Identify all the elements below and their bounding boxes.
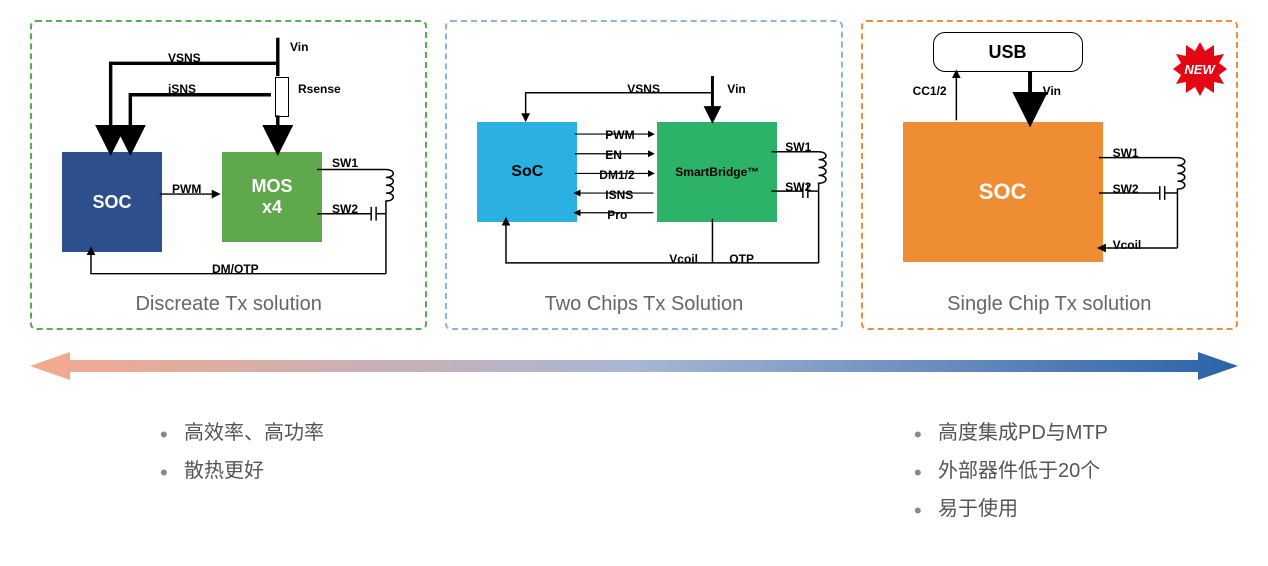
- lbl-sw2: SW2: [332, 202, 358, 216]
- panel-twochip: SoC SmartBridge™ VSNS Vin PWM EN DM1/2 I…: [445, 20, 842, 330]
- block-mos: MOS x4: [222, 152, 322, 242]
- lbl2-pwm: PWM: [605, 128, 634, 142]
- block-rsense: [275, 77, 289, 117]
- lbl2-pro: Pro: [607, 208, 627, 222]
- lbl-vsns: VSNS: [168, 51, 201, 65]
- panel-title-discrete: Discreate Tx solution: [32, 293, 425, 316]
- lbl2-en: EN: [605, 148, 622, 162]
- lbl-vin: Vin: [290, 40, 308, 54]
- new-badge-text: NEW: [1184, 62, 1214, 77]
- bullets-row: 高效率、高功率 散热更好 高度集成PD与MTP 外部器件低于20个 易于使用: [0, 414, 1268, 528]
- block-smartbridge: SmartBridge™: [657, 122, 777, 222]
- panel-discrete: SOC MOS x4 Vin VSNS iSNS Rsense PWM SW1 …: [30, 20, 427, 330]
- bullets-right: 高度集成PD与MTP 外部器件低于20个 易于使用: [914, 414, 1108, 528]
- lbl2-vcoil: Vcoil: [669, 252, 698, 266]
- panels-row: SOC MOS x4 Vin VSNS iSNS Rsense PWM SW1 …: [0, 0, 1268, 340]
- lbl2-isns: ISNS: [605, 188, 633, 202]
- lbl-dmotp: DM/OTP: [212, 262, 259, 276]
- panel-title-twochip: Two Chips Tx Solution: [447, 293, 840, 316]
- lbl3-cc12: CC1/2: [913, 84, 947, 98]
- block-soc: SOC: [62, 152, 162, 252]
- block-usb: USB: [933, 32, 1083, 72]
- lbl2-sw2: SW2: [785, 180, 811, 194]
- lbl2-vsns: VSNS: [627, 82, 660, 96]
- lbl3-vcoil: Vcoil: [1113, 238, 1142, 252]
- bullets-left: 高效率、高功率 散热更好: [160, 414, 324, 528]
- bullet-left-0: 高效率、高功率: [160, 414, 324, 452]
- panel-title-single: Single Chip Tx solution: [863, 293, 1236, 316]
- gradient-arrow: [0, 348, 1268, 384]
- block-soc3: SOC: [903, 122, 1103, 262]
- bullet-right-2: 易于使用: [914, 490, 1108, 528]
- lbl-pwm: PWM: [172, 182, 201, 196]
- lbl2-otp: OTP: [729, 252, 754, 266]
- lbl-sw1: SW1: [332, 156, 358, 170]
- lbl2-vin: Vin: [727, 82, 745, 96]
- new-badge: NEW: [1173, 42, 1227, 96]
- lbl2-dm12: DM1/2: [599, 168, 634, 182]
- bullet-right-1: 外部器件低于20个: [914, 452, 1108, 490]
- lbl3-sw1: SW1: [1113, 146, 1139, 160]
- lbl3-sw2: SW2: [1113, 182, 1139, 196]
- panel-single: USB SOC CC1/2 Vin SW1 SW2 Vcoil NEW: [861, 20, 1238, 330]
- lbl-isns: iSNS: [168, 82, 196, 96]
- lbl3-vin: Vin: [1043, 84, 1061, 98]
- lbl2-sw1: SW1: [785, 140, 811, 154]
- lbl-rsense: Rsense: [298, 82, 341, 96]
- block-soc2: SoC: [477, 122, 577, 222]
- bullet-right-0: 高度集成PD与MTP: [914, 414, 1108, 452]
- bullet-left-1: 散热更好: [160, 452, 324, 490]
